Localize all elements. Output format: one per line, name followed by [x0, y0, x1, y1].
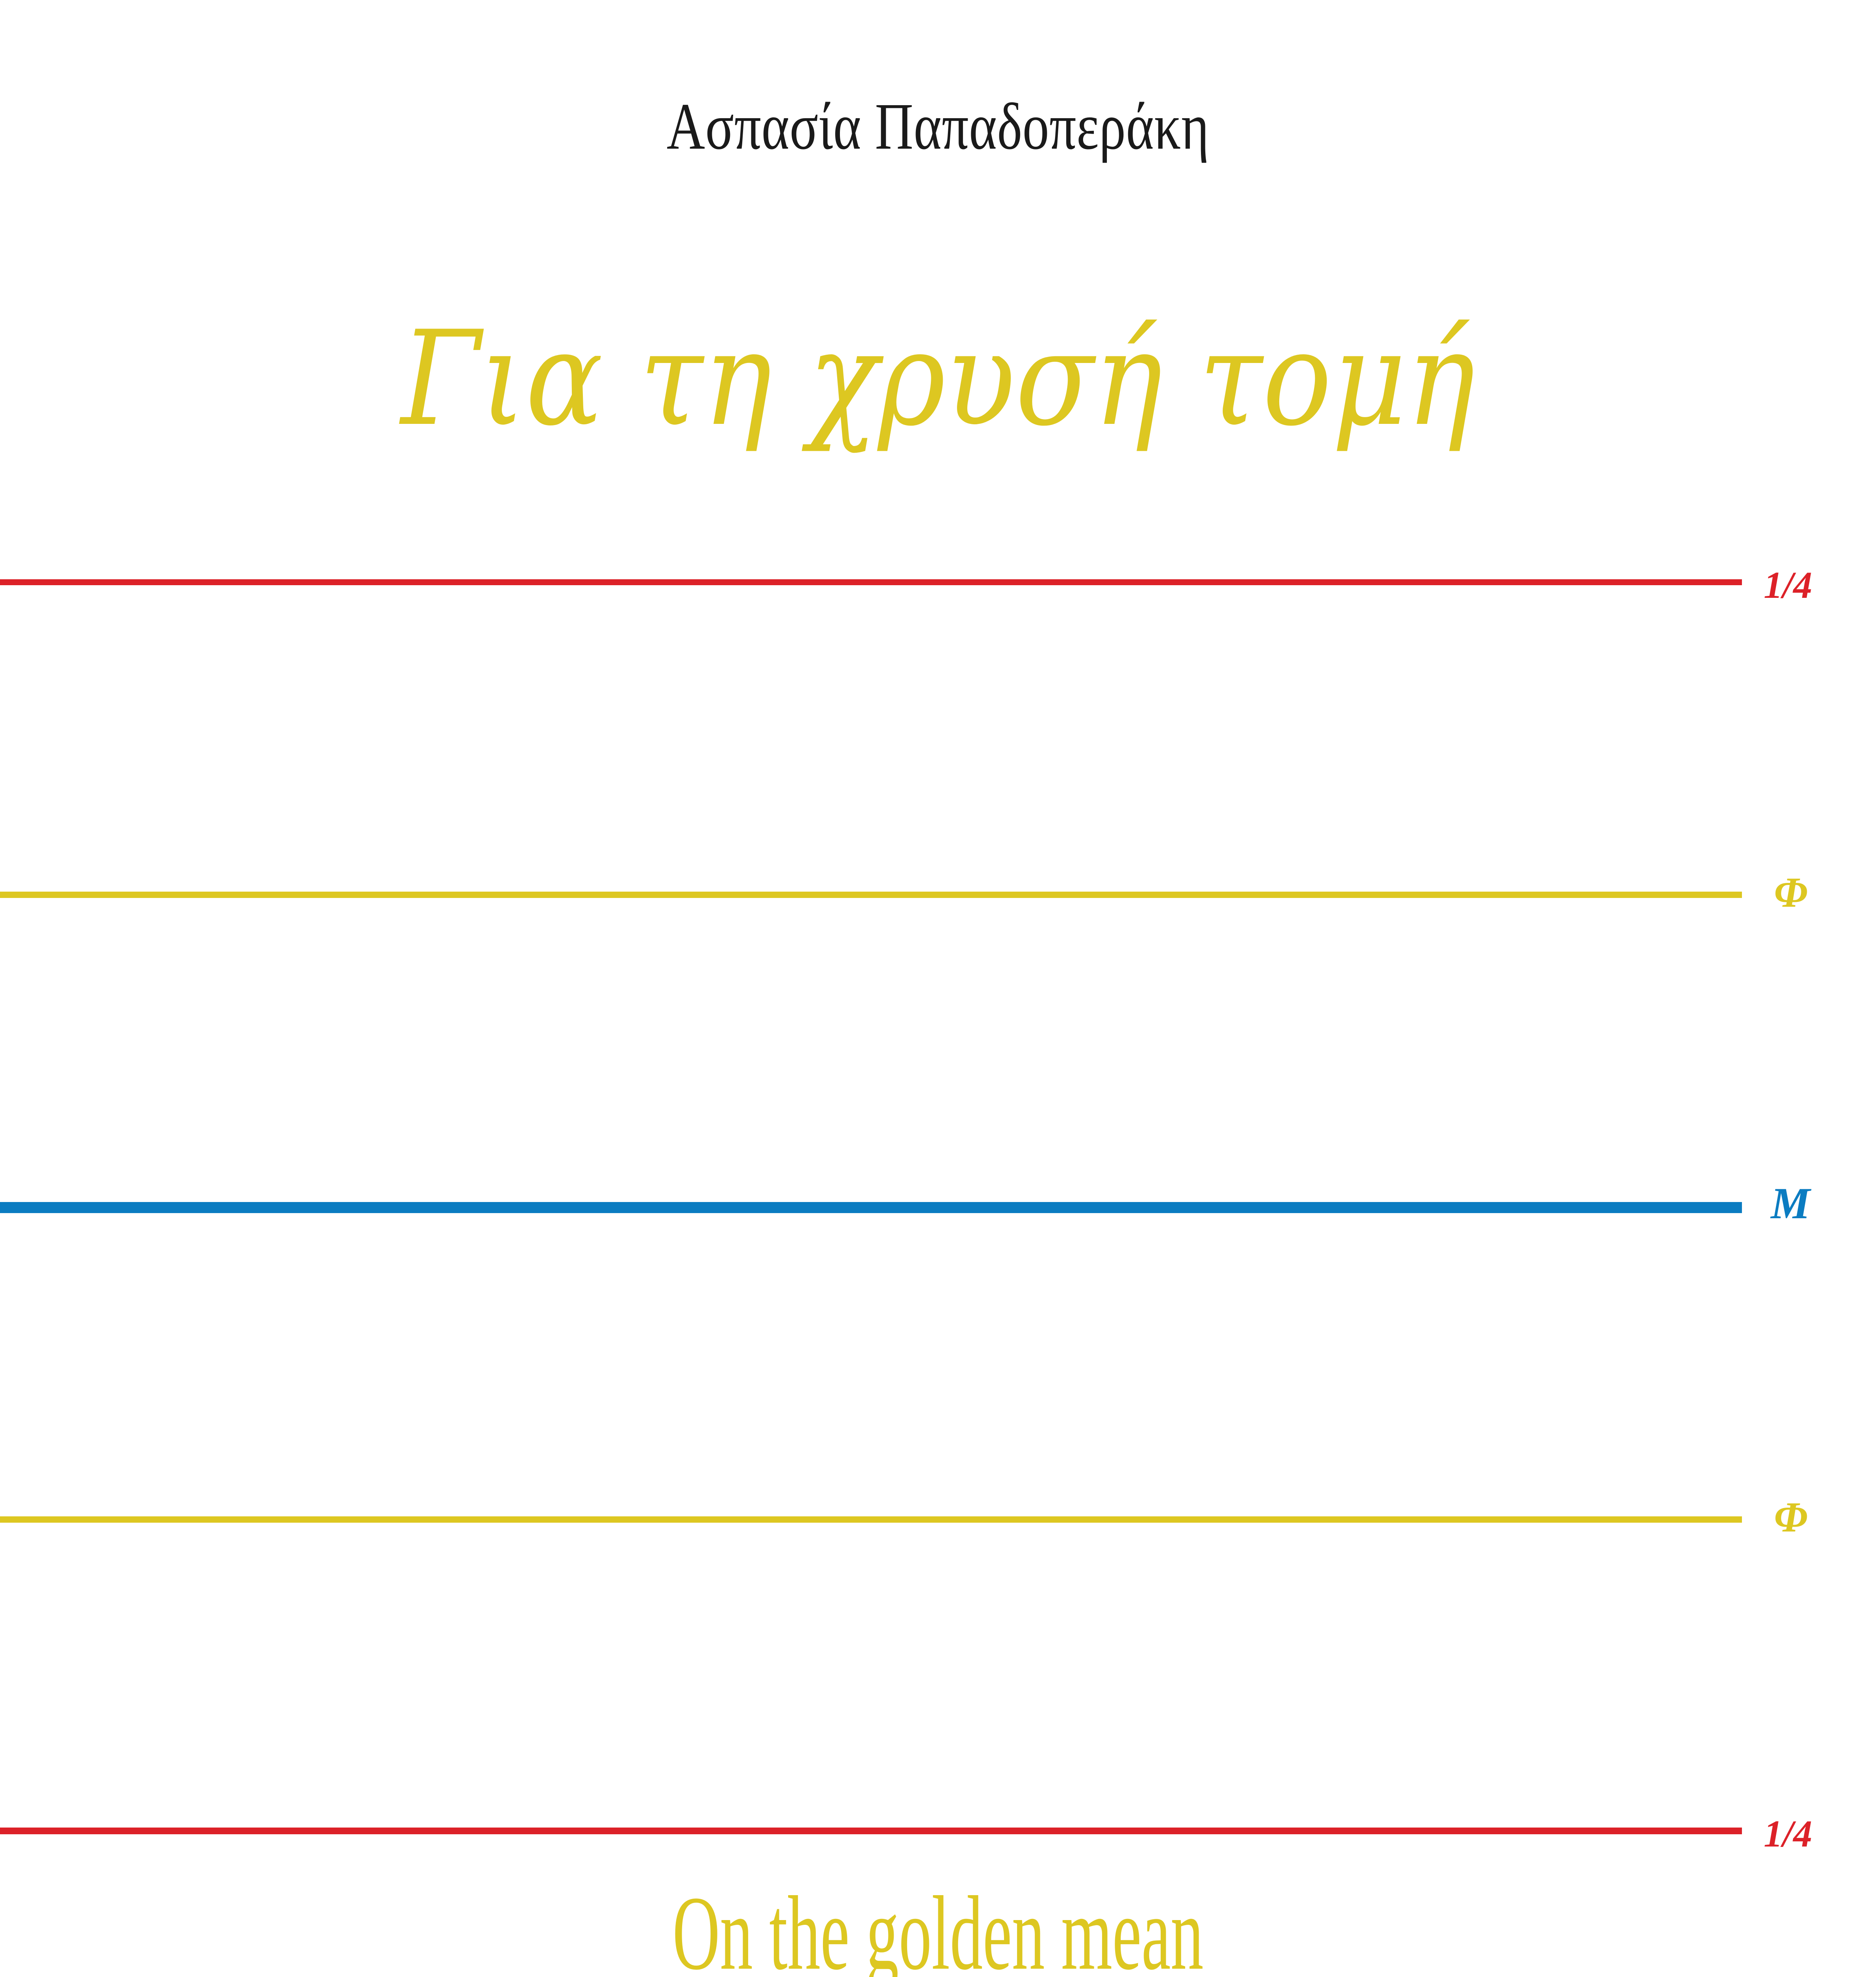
rule-line-1 — [0, 892, 1742, 898]
rule-line-0 — [0, 579, 1742, 585]
rule-label-4: 1/4 — [1764, 1813, 1812, 1855]
rule-label-0: 1/4 — [1764, 564, 1812, 606]
author-name-greek: Ασπασία Παπαδοπεράκη — [666, 90, 1210, 163]
book-title-greek: Για τη χρυσή τομή — [401, 303, 1475, 455]
rule-line-4 — [0, 1828, 1742, 1834]
rule-label-1: Φ — [1774, 869, 1808, 916]
rule-label-2: M — [1771, 1179, 1810, 1228]
book-title-english: On the golden mean — [672, 1874, 1204, 1977]
rule-line-3 — [0, 1516, 1742, 1523]
rule-line-2 — [0, 1202, 1742, 1213]
rule-label-3: Φ — [1774, 1494, 1808, 1541]
